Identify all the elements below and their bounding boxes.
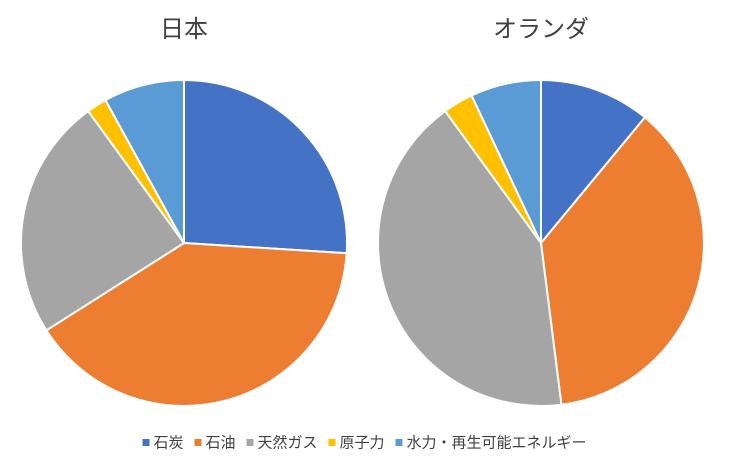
pie-slice [377, 109, 563, 407]
chart-title: オランダ [493, 15, 589, 43]
legend-swatch [246, 439, 254, 446]
legend-swatch [328, 439, 336, 446]
pie-slice [540, 78, 647, 246]
pie-slice [470, 78, 542, 244]
legend-swatch [395, 439, 403, 446]
pie-slice [539, 115, 705, 406]
legend-label: 石炭 [154, 434, 184, 452]
legend-swatch [194, 439, 202, 446]
legend-label: 天然ガス [258, 434, 318, 452]
pie-slice [20, 109, 186, 332]
pie-slice [104, 78, 185, 244]
legend-swatch [142, 439, 150, 446]
legend-label: 原子力 [340, 434, 385, 452]
legend-label: 石油 [206, 434, 236, 452]
legend-label: 水力・再生可能エネルギー [407, 434, 587, 452]
pie-slice [183, 78, 348, 255]
chart-title: 日本 [160, 15, 208, 43]
